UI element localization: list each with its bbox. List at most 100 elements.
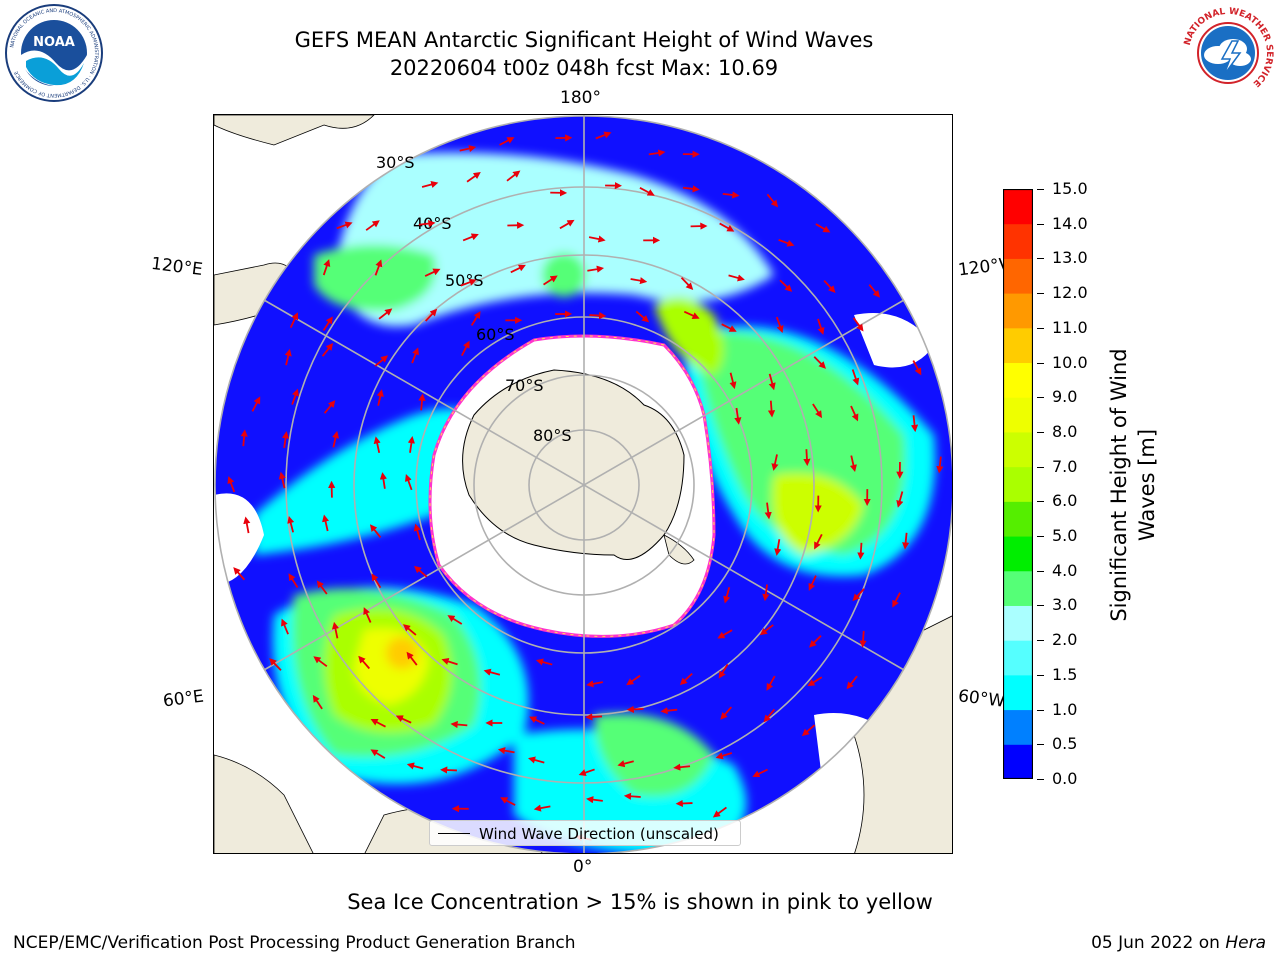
wave-direction-arrow <box>723 586 731 604</box>
chart-title: GEFS MEAN Antarctic Significant Height o… <box>294 28 874 52</box>
wave-direction-arrow <box>630 277 648 285</box>
wave-direction-arrow <box>406 762 424 770</box>
wave-direction-arrow <box>395 715 412 724</box>
colorbar-bin <box>1003 189 1033 225</box>
wave-direction-arrow <box>729 372 737 390</box>
colorbar-tick <box>1037 327 1044 329</box>
wave-direction-arrow <box>281 431 290 448</box>
wave-direction-arrow <box>365 220 380 231</box>
wave-direction-arrow <box>719 222 735 232</box>
wave-direction-arrow <box>336 221 353 230</box>
wave-direction-arrow <box>852 317 864 332</box>
wave-direction-arrow <box>766 193 779 208</box>
wave-direction-arrow <box>373 436 381 454</box>
colorbar-bin <box>1003 744 1033 779</box>
lon-label-60e: 60°E <box>161 686 205 712</box>
wave-direction-arrow <box>543 275 558 286</box>
wave-direction-arrow <box>718 663 729 679</box>
colorbar-bin <box>1003 640 1033 676</box>
wave-direction-arrow <box>374 355 389 367</box>
colorbar-tick <box>1037 744 1044 746</box>
wave-direction-arrow <box>466 171 481 183</box>
wave-direction-arrow <box>414 565 428 578</box>
footer-source: NCEP/EMC/Verification Post Processing Pr… <box>13 933 576 953</box>
colorbar-bin <box>1003 709 1033 745</box>
lon-label-0: 0° <box>573 857 593 877</box>
wave-direction-arrow <box>406 651 418 666</box>
colorbar-bin <box>1003 570 1033 606</box>
wave-direction-arrow <box>717 629 733 639</box>
colorbar-tick-label: 6.0 <box>1052 491 1078 511</box>
sea-ice-caption: Sea Ice Concentration > 15% is shown in … <box>347 890 933 914</box>
wave-direction-arrow <box>316 580 328 595</box>
wave-direction-arrow <box>682 185 700 193</box>
colorbar-bin <box>1003 258 1033 294</box>
colorbar-tick-label: 15.0 <box>1052 179 1088 198</box>
wave-direction-arrow <box>497 747 515 755</box>
wind-wave-arrows <box>227 131 944 842</box>
colorbar-tick-label: 14.0 <box>1052 213 1088 233</box>
polar-map: 30°S 40°S 50°S 60°S 70°S 80°S <box>214 115 952 853</box>
wave-direction-arrow <box>595 131 612 140</box>
wave-direction-arrow <box>321 343 334 357</box>
colorbar-bin <box>1003 605 1033 641</box>
colorbar-tick-label: 2.0 <box>1052 630 1078 650</box>
colorbar-tick-label: 0.5 <box>1052 734 1078 754</box>
wave-direction-arrow <box>461 340 470 357</box>
wave-direction-arrow <box>289 312 299 328</box>
colorbar-tick-label: 4.0 <box>1052 560 1078 580</box>
wave-direction-arrow <box>715 752 733 760</box>
colorbar-label: Significant Height of Wind Waves [m] <box>1105 305 1161 665</box>
colorbar-bin <box>1003 397 1033 433</box>
wave-direction-arrow <box>857 542 865 560</box>
wave-direction-arrow <box>775 316 784 333</box>
footer-date: 05 Jun 2022 on Hera <box>1091 933 1266 953</box>
lat-label-60s: 60°S <box>476 325 515 344</box>
colorbar-bin <box>1003 674 1033 711</box>
wave-direction-arrow <box>849 455 857 473</box>
wave-direction-arrow <box>808 575 817 591</box>
colorbar-tick-label: 13.0 <box>1052 248 1088 268</box>
wave-direction-arrow <box>626 705 644 713</box>
footer-date-text: 05 Jun 2022 on <box>1091 933 1226 953</box>
wave-direction-arrow <box>910 415 919 433</box>
wave-direction-arrow <box>404 473 413 491</box>
wave-direction-arrow <box>312 694 323 710</box>
wave-direction-arrow <box>814 533 823 550</box>
colorbar-tick-label: 3.0 <box>1052 595 1078 615</box>
colorbar-bin <box>1003 466 1033 502</box>
colorbar-tick-label: 8.0 <box>1052 421 1078 441</box>
wave-direction-arrow <box>533 804 551 812</box>
wave-direction-arrow <box>767 400 776 418</box>
colorbar-tick <box>1037 640 1044 642</box>
wave-direction-arrow <box>440 766 457 774</box>
wave-direction-arrow <box>896 491 904 508</box>
colorbar-tick-label: 12.0 <box>1052 283 1088 303</box>
colorbar-tick <box>1037 709 1044 711</box>
map-legend: Wind Wave Direction (unscaled) <box>429 820 741 846</box>
wave-direction-arrow <box>322 259 331 276</box>
colorbar-bin <box>1003 536 1033 572</box>
wave-direction-arrow <box>418 220 436 228</box>
colorbar-tick-label: 1.0 <box>1052 699 1078 719</box>
lat-label-80s: 80°S <box>533 426 572 445</box>
wave-direction-arrow <box>378 308 393 320</box>
wave-direction-arrow <box>768 373 776 391</box>
wave-direction-arrow <box>424 308 438 322</box>
colorbar-tick <box>1037 536 1044 538</box>
wave-direction-arrow <box>559 219 575 230</box>
wave-direction-arrow <box>323 400 336 414</box>
wave-direction-arrow <box>807 676 823 687</box>
wave-direction-arrow <box>648 149 666 157</box>
wave-direction-arrow <box>902 532 910 550</box>
colorbar-tick-label: 9.0 <box>1052 387 1078 407</box>
wave-direction-arrow <box>313 656 328 668</box>
wave-direction-arrow <box>851 369 860 386</box>
wave-direction-arrow <box>635 310 650 323</box>
colorbar-tick <box>1037 223 1044 225</box>
wave-direction-arrow <box>331 621 340 639</box>
colorbar-tick-label: 10.0 <box>1052 352 1088 372</box>
wave-direction-arrow <box>720 706 733 720</box>
wave-direction-arrow <box>778 239 795 247</box>
wave-direction-arrow <box>673 763 691 771</box>
